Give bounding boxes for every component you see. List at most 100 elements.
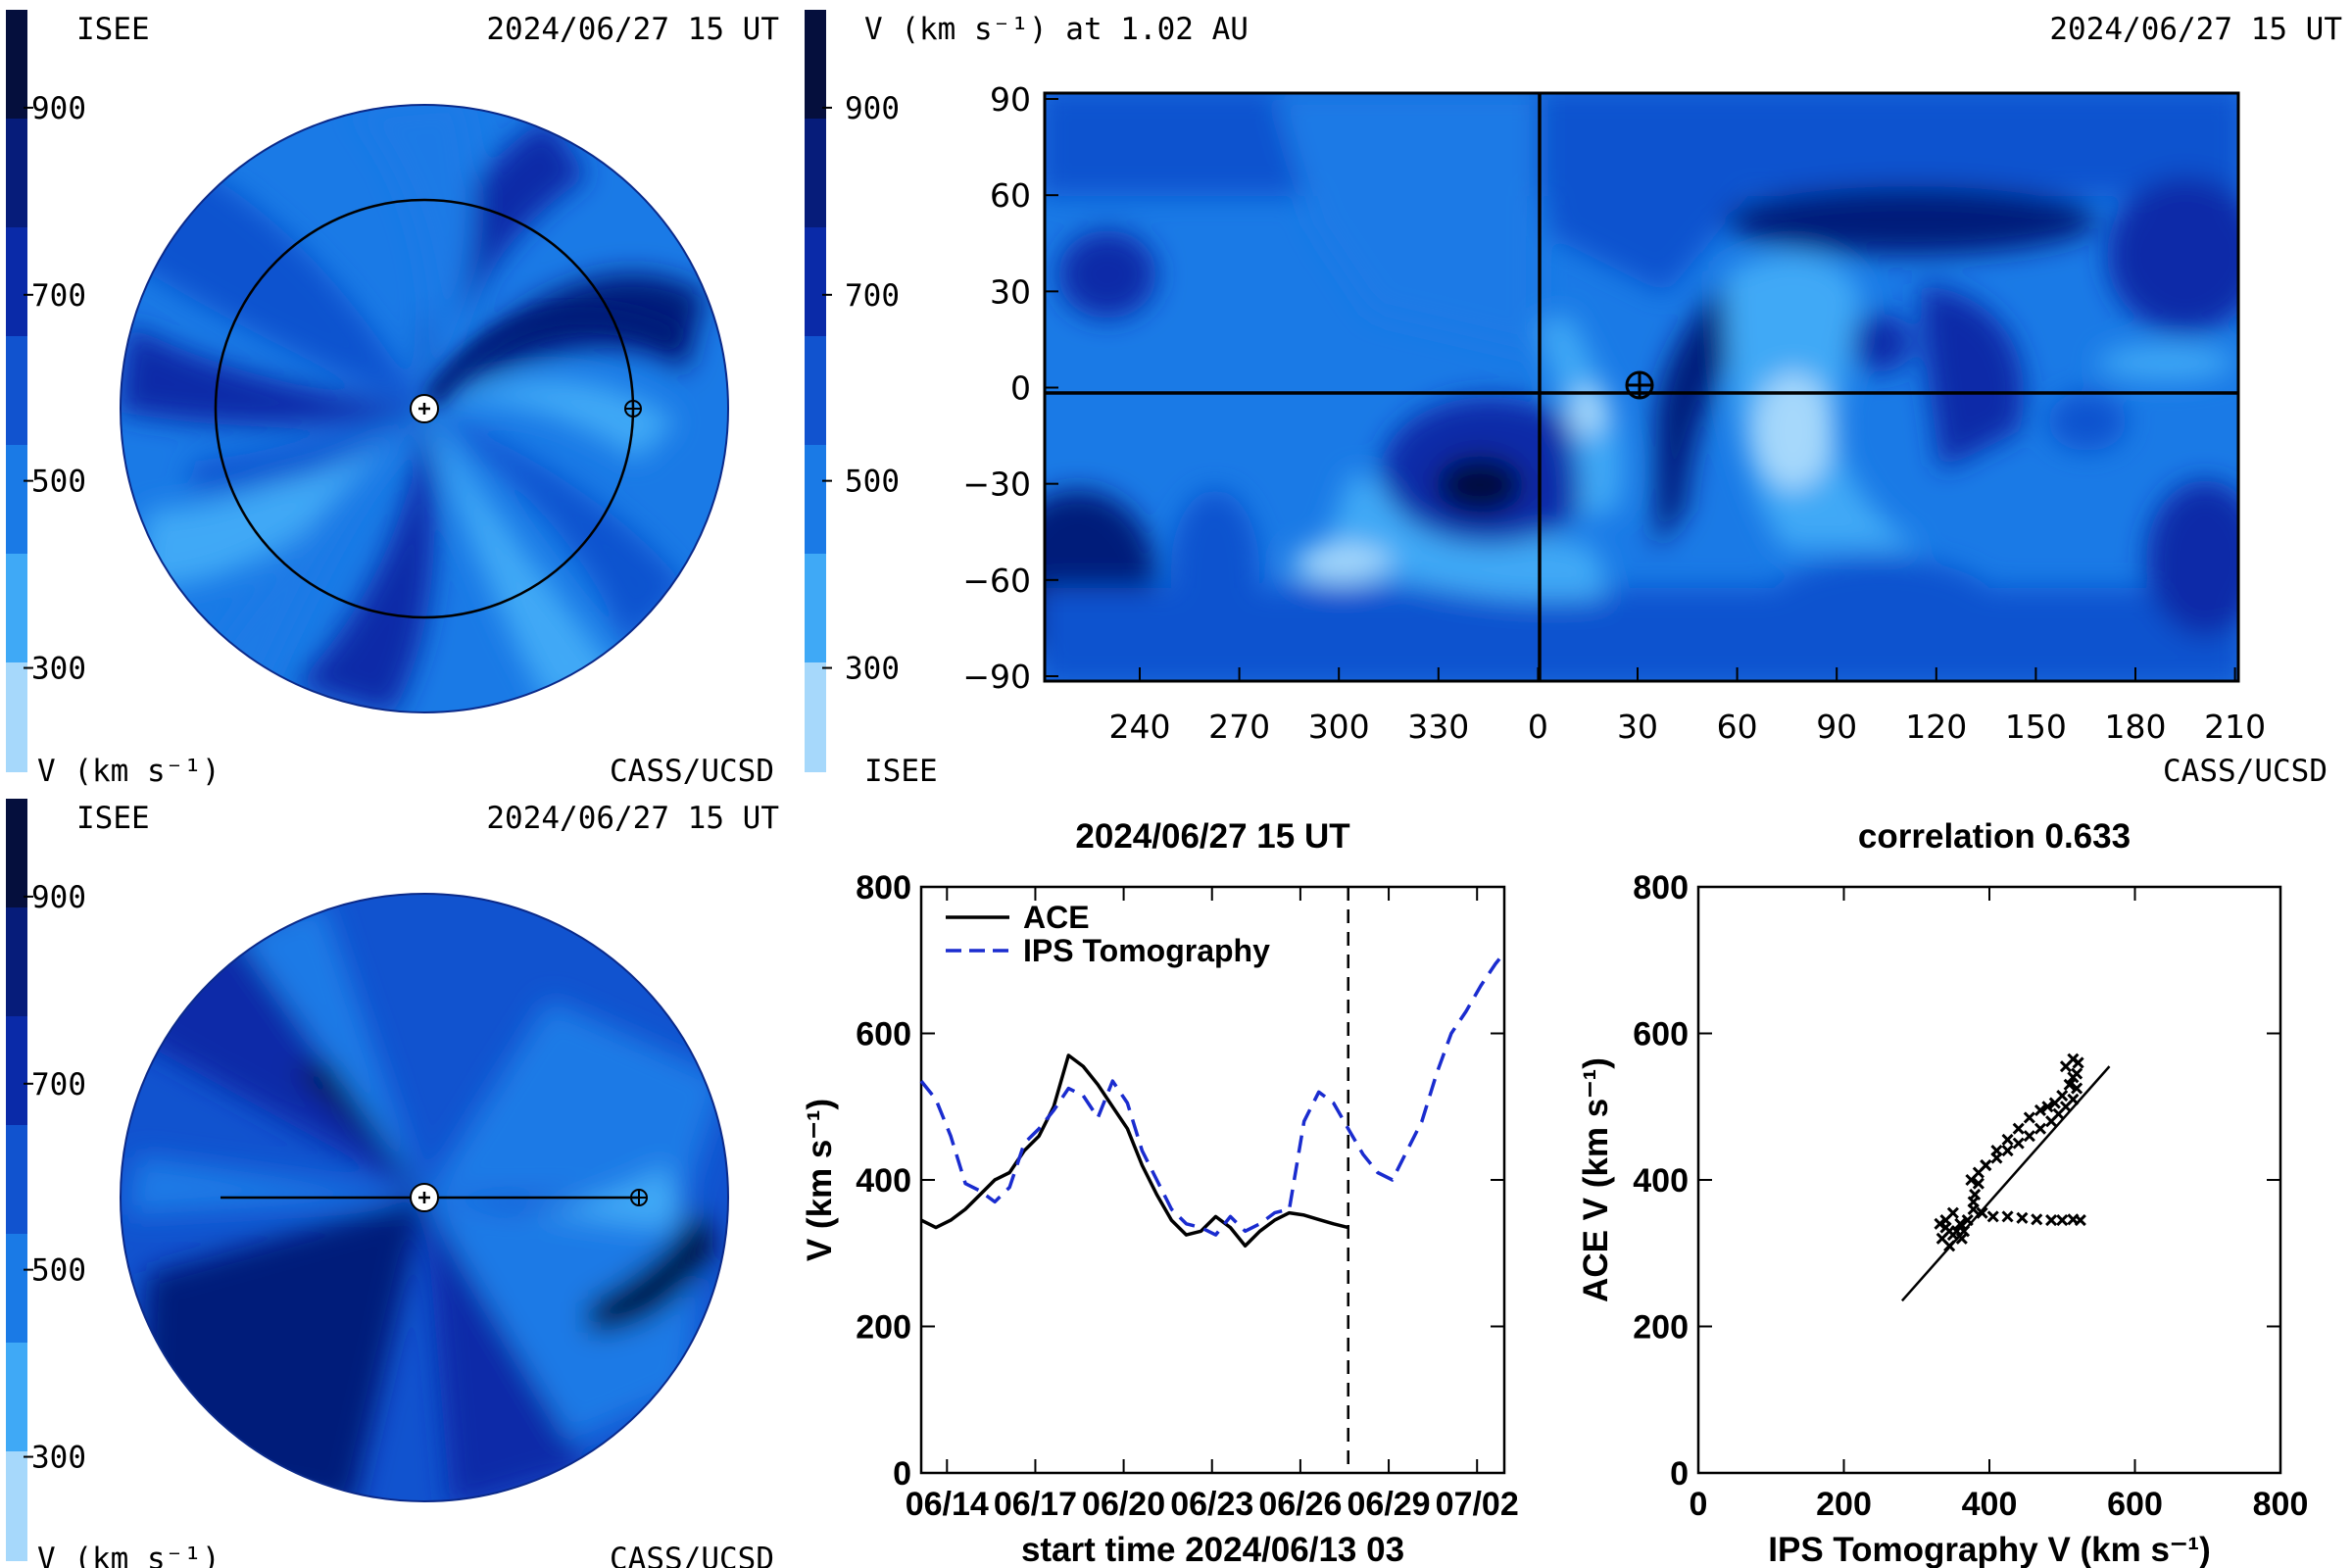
colorbar-band — [6, 662, 27, 772]
scatter-point — [1943, 1240, 1956, 1252]
ts-x-tick-label: 06/26 — [1258, 1486, 1342, 1523]
colorbar-ticks-top-left: 900 700 500 300 — [24, 91, 86, 687]
ts-y-tick-label: 200 — [856, 1309, 911, 1347]
map-credit: CASS/UCSD — [2163, 754, 2328, 789]
scatter-point — [2001, 1210, 2014, 1223]
colorbar-tick-label: 900 — [31, 91, 86, 126]
sc-y-tick-label: 800 — [1633, 869, 1689, 906]
ts-x-tick-label: 06/29 — [1348, 1486, 1431, 1523]
map-y-tick-label: −30 — [962, 466, 1031, 504]
colorbar-tick-label: 300 — [31, 1441, 86, 1476]
timeseries-chart: 0 200 400 600 800 06/14 06/17 06/20 06/23 06/26 06… — [801, 817, 1519, 1568]
scatter-point — [1939, 1221, 1952, 1234]
scatter-point — [1976, 1206, 1988, 1219]
colorbar-band — [805, 336, 826, 446]
meridional-unit-label: V (km s⁻¹) — [37, 1542, 220, 1568]
meridional-timestamp: 2024/06/27 15 UT — [486, 801, 779, 836]
scatter-point — [2016, 1211, 2029, 1224]
ecliptic-credit: CASS/UCSD — [610, 754, 774, 789]
scatter-point — [2045, 1214, 2058, 1227]
map-y-tick-label: 0 — [1010, 369, 1031, 408]
map-x-tick-label: 90 — [1816, 708, 1857, 746]
colorbar-tick-label: 900 — [845, 91, 900, 126]
map-y-tick-label: 90 — [990, 80, 1031, 119]
ts-x-tick-label: 07/02 — [1436, 1486, 1519, 1523]
ecliptic-unit-label: V (km s⁻¹) — [37, 754, 220, 789]
scatter-point — [2056, 1214, 2069, 1227]
ts-x-tick-label: 06/14 — [906, 1486, 989, 1523]
scatter-point — [2012, 1122, 2025, 1135]
ecliptic-disk-edge — [120, 104, 729, 713]
scatter-point — [1955, 1232, 1968, 1245]
timeseries-frame — [919, 885, 1506, 1475]
colorbar-band — [6, 10, 27, 120]
colorbar-band — [6, 336, 27, 446]
scatter-point — [2031, 1213, 2043, 1226]
earth-cross-icon-meridional — [631, 1190, 647, 1205]
colorbar-tick-label: 900 — [31, 880, 86, 915]
scatter-point — [1972, 1177, 1984, 1190]
scatter-point — [2071, 1082, 2083, 1095]
colorbar-band — [805, 227, 826, 337]
scatter-point — [2034, 1122, 2047, 1135]
scatter-point — [1986, 1210, 1999, 1223]
map-x-tick-label: 330 — [1407, 708, 1469, 746]
map-field — [1045, 93, 2238, 681]
sc-x-tick-label: 400 — [1962, 1486, 2018, 1523]
ips-tomography-line — [919, 952, 1506, 1237]
map-y-tick-label: 60 — [990, 176, 1031, 215]
scatter-frame — [1696, 885, 2282, 1475]
colorbar-band — [805, 554, 826, 663]
map-y-tick-label: −90 — [962, 658, 1031, 696]
sc-x-tick-label: 800 — [2253, 1486, 2309, 1523]
map-left-label: ISEE — [864, 754, 938, 789]
colorbar-tick-label: 300 — [31, 652, 86, 687]
scatter-point — [2023, 1130, 2035, 1143]
sc-ylabel: ACE V (km s⁻¹) — [1577, 1057, 1615, 1302]
map-x-tick-label: 150 — [2005, 708, 2067, 746]
colorbar-bottom-left — [6, 799, 27, 1561]
map-x-tick-label: 240 — [1109, 708, 1171, 746]
ts-y-tick-label: 400 — [856, 1162, 911, 1200]
map-x-tick-label: 120 — [1905, 708, 1967, 746]
sc-xlabel: IPS Tomography V (km s⁻¹) — [1768, 1531, 2211, 1568]
sc-y-tick-label: 0 — [1670, 1455, 1689, 1493]
scatter-point — [1961, 1214, 1974, 1227]
map-x-tick-label: 180 — [2105, 708, 2167, 746]
colorbar-ticks-bottom-left: 900 700 500 300 — [24, 880, 86, 1476]
ts-xlabel: start time 2024/06/13 03 — [1021, 1531, 1404, 1568]
sc-y-tick-label: 200 — [1633, 1309, 1689, 1347]
colorbar-band — [805, 662, 826, 772]
sun-plus-icon-meridional — [418, 1192, 430, 1203]
colorbar-map — [805, 10, 826, 772]
colorbar-band — [6, 1343, 27, 1452]
colorbar-tick-label: 500 — [845, 465, 900, 500]
map-x-tick-label: 30 — [1617, 708, 1658, 746]
colorbar-band — [6, 445, 27, 555]
scatter-point — [1946, 1206, 1959, 1219]
meridional-left-label: ISEE — [76, 801, 150, 836]
scatter-point — [2072, 1056, 2084, 1069]
colorbar-band — [6, 799, 27, 908]
scatter-point — [2001, 1145, 2014, 1157]
scatter-point — [1954, 1217, 1967, 1230]
map-y-tick-label: −60 — [962, 562, 1031, 600]
ts-x-tick-label: 06/17 — [994, 1486, 1077, 1523]
earth-cross-icon — [625, 401, 641, 416]
scatter-point — [2071, 1067, 2083, 1080]
scatter-point — [1980, 1158, 1992, 1172]
scatter-point — [2023, 1111, 2035, 1124]
sc-x-tick-label: 600 — [2107, 1486, 2163, 1523]
sc-x-tick-label: 0 — [1690, 1486, 1708, 1523]
scatter-point — [2063, 1078, 2076, 1091]
ace-line — [920, 1054, 1349, 1249]
sc-y-tick-label: 400 — [1633, 1162, 1689, 1200]
colorbar-band — [6, 907, 27, 1017]
scatter-point — [1950, 1225, 1963, 1238]
ecliptic-timestamp: 2024/06/27 15 UT — [486, 12, 779, 47]
map-x-tick-label: 300 — [1308, 708, 1370, 746]
map-y-tick-label: 30 — [990, 272, 1031, 311]
scatter-point — [1990, 1145, 2003, 1157]
colorbar-tick-label: 700 — [31, 278, 86, 314]
